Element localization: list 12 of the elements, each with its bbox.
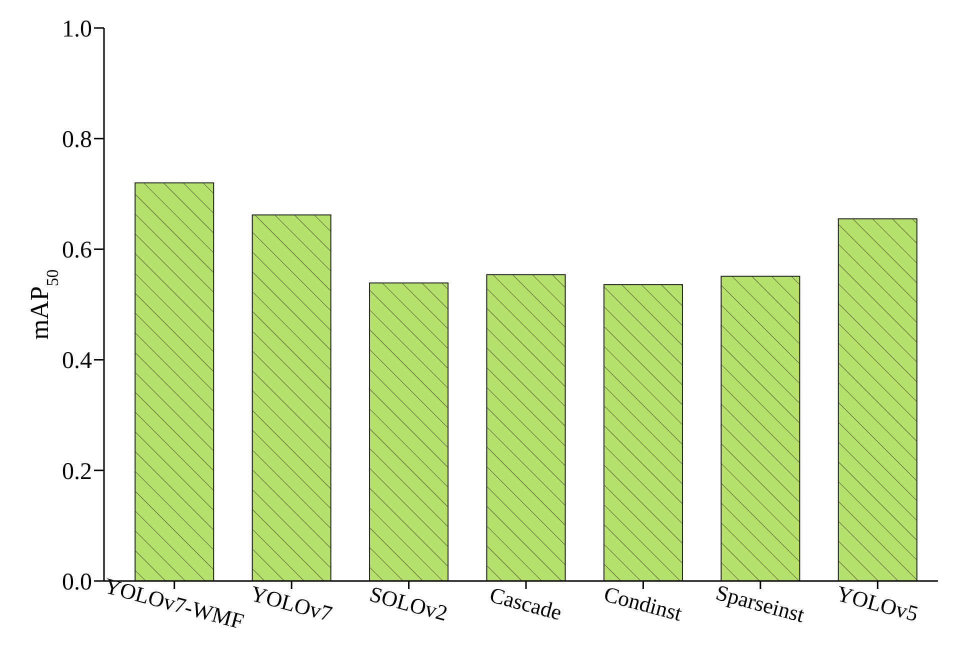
y-tick-label: 0.0 [62,569,92,596]
y-tick-label: 0.6 [62,238,92,264]
y-tick-label: 0.4 [62,348,92,374]
x-tick-label: SOLOv2 [367,581,450,626]
y-tick-label: 0.2 [62,458,92,485]
x-tick-label: YOLOv5 [834,580,921,626]
y-tick-label: 1.0 [62,16,92,42]
x-tick-label: Cascade [487,582,565,626]
x-tick-label: Condinst [601,581,685,626]
y-tick-label: 0.8 [62,127,92,153]
x-tick-label: YOLOv7 [248,580,335,626]
x-tick-label: Sparseinst [713,580,808,628]
